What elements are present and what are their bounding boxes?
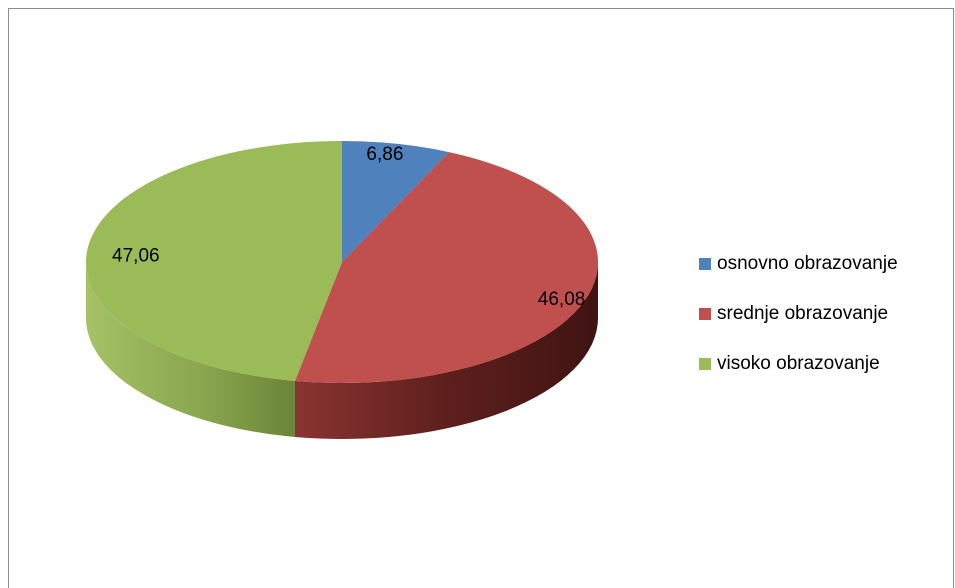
data-label-srednje-obrazovanje: 46,08 — [538, 289, 586, 310]
legend-label-visoko: visoko obrazovanje — [717, 353, 880, 374]
legend-label-srednje: srednje obrazovanje — [717, 303, 889, 324]
pie-tops — [86, 141, 598, 383]
data-label-visoko-obrazovanje: 47,06 — [112, 246, 160, 267]
chart-area: 6,86 46,08 47,06 osnovno obrazovanje sredn… — [8, 8, 954, 588]
legend: osnovno obrazovanje srednje obrazovanje … — [699, 239, 898, 389]
legend-swatch-srednje — [699, 308, 711, 320]
pie-slice-osnovno-obrazovanje — [342, 141, 449, 262]
legend-item-osnovno: osnovno obrazovanje — [699, 239, 898, 289]
legend-swatch-osnovno — [699, 258, 711, 270]
data-label-osnovno-obrazovanje: 6,86 — [366, 144, 403, 165]
pie-side-srednje-obrazovanje — [294, 262, 598, 439]
pie-slice-srednje-obrazovanje — [294, 152, 598, 383]
legend-label-osnovno: osnovno obrazovanje — [717, 253, 898, 274]
pie-slice-visoko-obrazovanje — [86, 141, 342, 381]
legend-item-visoko: visoko obrazovanje — [699, 339, 898, 389]
pie-labels: 6,86 46,08 47,06 — [112, 144, 585, 310]
legend-swatch-visoko — [699, 358, 711, 370]
pie-chart: 6,86 46,08 47,06 — [86, 141, 598, 439]
pie-sides — [86, 262, 598, 439]
pie-side-visoko-obrazovanje — [86, 262, 295, 437]
legend-item-srednje: srednje obrazovanje — [699, 289, 898, 339]
